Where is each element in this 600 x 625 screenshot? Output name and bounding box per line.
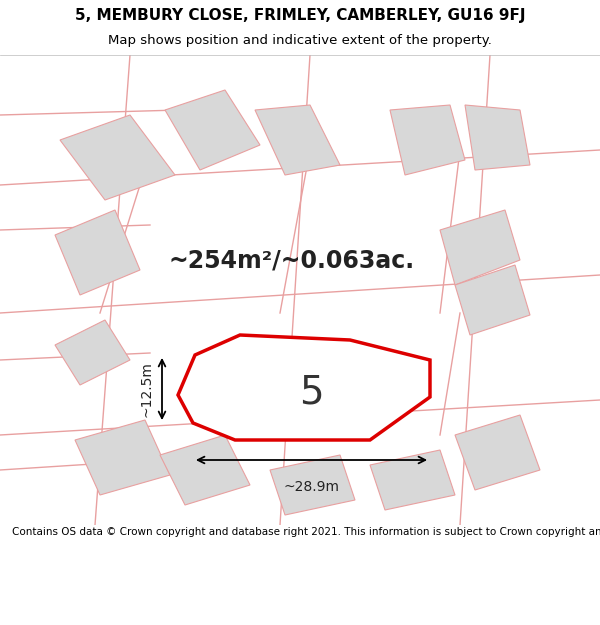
- Text: 5: 5: [299, 373, 323, 411]
- Text: ~28.9m: ~28.9m: [284, 480, 340, 494]
- Text: ~12.5m: ~12.5m: [140, 361, 154, 417]
- Text: ~254m²/~0.063ac.: ~254m²/~0.063ac.: [168, 248, 414, 272]
- Polygon shape: [160, 435, 250, 505]
- Polygon shape: [178, 335, 430, 440]
- Text: Map shows position and indicative extent of the property.: Map shows position and indicative extent…: [108, 34, 492, 47]
- Polygon shape: [390, 105, 465, 175]
- Text: 5, MEMBURY CLOSE, FRIMLEY, CAMBERLEY, GU16 9FJ: 5, MEMBURY CLOSE, FRIMLEY, CAMBERLEY, GU…: [75, 8, 525, 23]
- Polygon shape: [60, 115, 175, 200]
- Polygon shape: [440, 210, 520, 285]
- Polygon shape: [370, 450, 455, 510]
- Text: Contains OS data © Crown copyright and database right 2021. This information is : Contains OS data © Crown copyright and d…: [12, 527, 600, 537]
- Polygon shape: [255, 105, 340, 175]
- Polygon shape: [455, 415, 540, 490]
- Polygon shape: [55, 210, 140, 295]
- Polygon shape: [165, 90, 260, 170]
- Polygon shape: [75, 420, 170, 495]
- Polygon shape: [465, 105, 530, 170]
- Polygon shape: [55, 320, 130, 385]
- Polygon shape: [270, 455, 355, 515]
- Polygon shape: [455, 265, 530, 335]
